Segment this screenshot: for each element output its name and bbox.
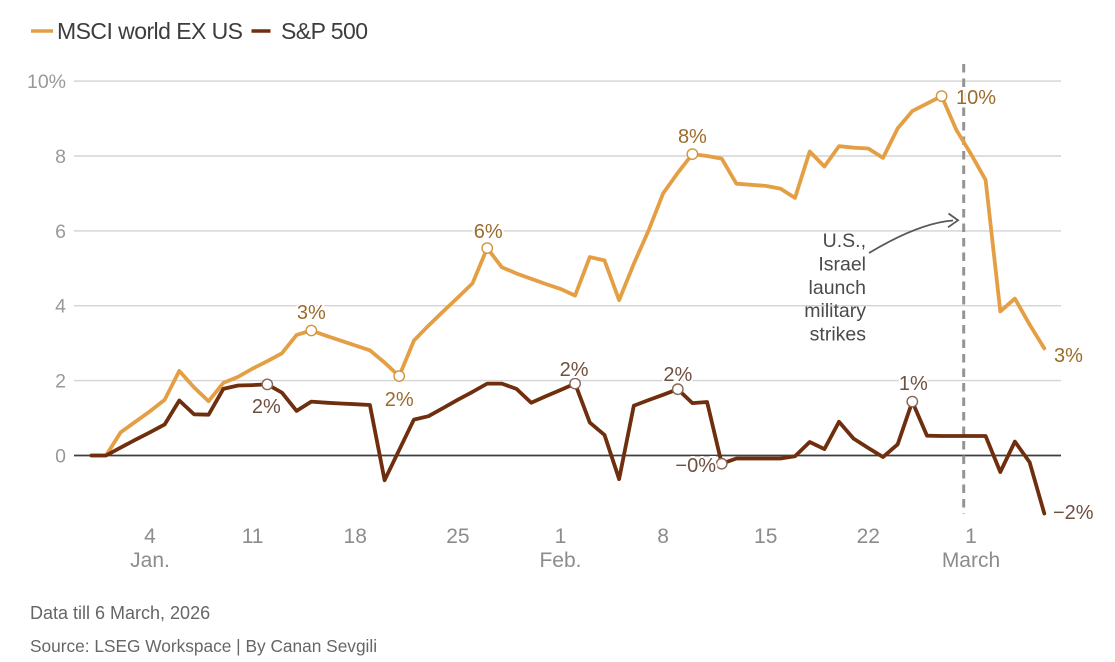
svg-text:1%: 1% [899, 373, 928, 395]
svg-text:−0%: −0% [675, 455, 716, 477]
svg-text:−0%: −0% [675, 455, 716, 477]
svg-text:1: 1 [555, 525, 567, 548]
svg-text:11: 11 [242, 525, 264, 548]
svg-text:military: military [804, 300, 866, 322]
svg-text:2%: 2% [560, 359, 589, 381]
svg-text:2%: 2% [663, 364, 692, 386]
svg-text:2%: 2% [252, 396, 281, 418]
svg-text:U.S.,: U.S., [823, 230, 866, 252]
svg-text:2%: 2% [663, 364, 692, 386]
svg-text:Data till 6 March, 2026: Data till 6 March, 2026 [30, 603, 210, 623]
svg-text:10%: 10% [27, 71, 66, 93]
svg-text:2%: 2% [560, 359, 589, 381]
svg-text:8: 8 [55, 146, 66, 168]
svg-text:0: 0 [55, 446, 66, 468]
svg-text:−2%: −2% [1053, 502, 1094, 524]
svg-text:2%: 2% [252, 396, 281, 418]
svg-text:Feb.: Feb. [539, 549, 581, 572]
svg-text:18: 18 [344, 525, 367, 548]
svg-text:6%: 6% [474, 221, 503, 243]
svg-text:−2%: −2% [1053, 502, 1094, 524]
svg-text:March: March [942, 549, 1000, 572]
svg-text:1: 1 [965, 525, 977, 548]
svg-text:10%: 10% [956, 87, 996, 109]
svg-text:Source: LSEG Workspace | By Ca: Source: LSEG Workspace | By Canan Sevgil… [30, 636, 377, 656]
svg-text:3%: 3% [297, 302, 326, 324]
svg-text:8%: 8% [678, 126, 707, 148]
svg-text:2: 2 [55, 371, 66, 393]
svg-text:22: 22 [857, 525, 880, 548]
svg-text:25: 25 [446, 525, 469, 548]
svg-text:2%: 2% [385, 389, 414, 411]
svg-text:8%: 8% [678, 126, 707, 148]
svg-text:3%: 3% [1054, 345, 1083, 367]
svg-text:S&P 500: S&P 500 [281, 18, 368, 44]
svg-text:launch: launch [809, 277, 866, 299]
svg-text:8: 8 [657, 525, 669, 548]
svg-text:10%: 10% [956, 87, 996, 109]
svg-text:MSCI world EX US: MSCI world EX US [57, 18, 243, 44]
svg-text:2%: 2% [385, 389, 414, 411]
svg-text:3%: 3% [1054, 345, 1083, 367]
svg-text:6%: 6% [474, 221, 503, 243]
svg-text:4: 4 [55, 296, 66, 318]
svg-text:Israel: Israel [818, 253, 866, 275]
svg-text:Jan.: Jan. [130, 549, 170, 572]
svg-text:strikes: strikes [810, 324, 867, 346]
svg-text:1%: 1% [899, 373, 928, 395]
svg-text:4: 4 [144, 525, 156, 548]
svg-text:6: 6 [55, 221, 66, 243]
svg-text:15: 15 [754, 525, 777, 548]
svg-text:3%: 3% [297, 302, 326, 324]
